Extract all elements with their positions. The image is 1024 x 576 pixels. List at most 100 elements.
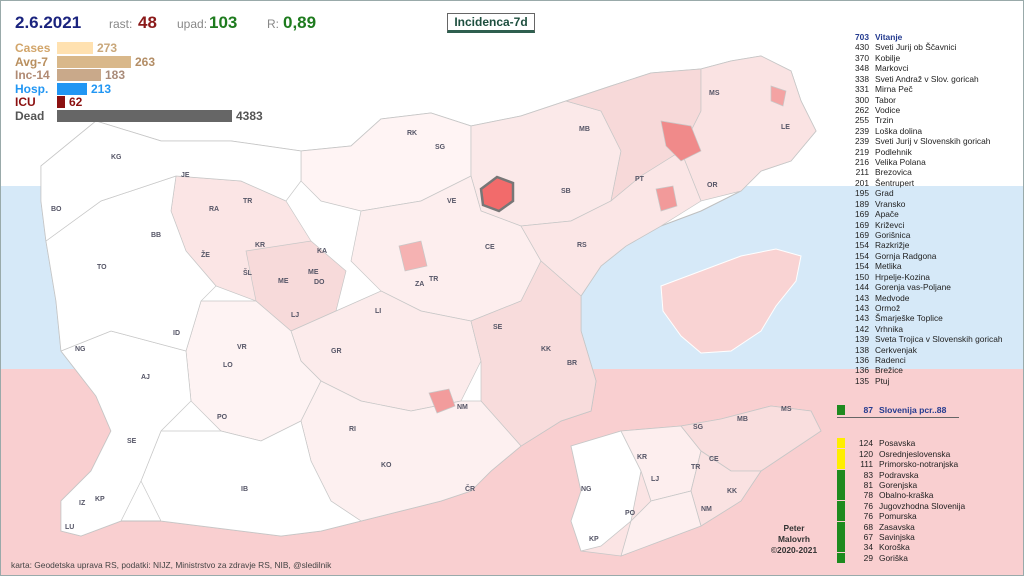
region-name: Primorsko-notranjska bbox=[879, 459, 959, 470]
ranking-row[interactable]: 150 Hrpelje-Kozina bbox=[849, 272, 930, 283]
region-label: MB bbox=[737, 416, 748, 423]
ranking-row[interactable]: 239 Loška dolina bbox=[849, 126, 922, 137]
ranking-name: Gorišnica bbox=[875, 229, 911, 240]
ranking-name: Brezovica bbox=[875, 167, 912, 178]
r-value: 0,89 bbox=[283, 13, 317, 32]
region-value: 76 bbox=[863, 511, 873, 522]
ranking-row[interactable]: 169 Apače bbox=[849, 209, 899, 220]
ranking-row[interactable]: 136 Radenci bbox=[849, 355, 906, 366]
city-label: ČR bbox=[465, 484, 475, 493]
region-row[interactable]: 76 Pomurska bbox=[837, 511, 917, 522]
region-row[interactable]: 29 Goriška bbox=[837, 552, 908, 564]
ranking-row[interactable]: 239 Sveti Jurij v Slovenskih goricah bbox=[849, 136, 990, 147]
ranking-row[interactable]: 189 Vransko bbox=[849, 199, 905, 210]
ranking-row[interactable]: 142 Vrhnika bbox=[849, 324, 903, 335]
ranking-row[interactable]: 216 Velika Polana bbox=[849, 157, 926, 168]
ranking-name: Apače bbox=[875, 209, 899, 220]
ranking-row[interactable]: 338 Sveti Andraž v Slov. goricah bbox=[849, 74, 979, 85]
region-name: Pomurska bbox=[879, 511, 917, 522]
region-label: PO bbox=[625, 510, 636, 517]
ranking-row[interactable]: 348 Markovci bbox=[849, 63, 909, 74]
municipality-region[interactable] bbox=[40, 120, 302, 242]
ranking-row[interactable]: 143 Šmarješke Toplice bbox=[849, 313, 943, 324]
ranking-row[interactable]: 135 Ptuj bbox=[849, 376, 889, 387]
municipality-sveti-jurij-ob-scavnici[interactable] bbox=[660, 120, 702, 162]
ranking-row[interactable]: 430 Sveti Jurij ob Ščavnici bbox=[849, 42, 956, 53]
slovenia-total-row: 87 Slovenija pcr..88 bbox=[837, 403, 959, 418]
ranking-name: Vodice bbox=[875, 104, 901, 115]
ranking-row[interactable]: 136 Brežice bbox=[849, 365, 903, 376]
map-title[interactable]: Incidenca-7d bbox=[447, 13, 535, 33]
inset-regions-map: SG MB MS KR CE LJ TR KK NG PO NM KP bbox=[570, 405, 822, 557]
region-row[interactable]: 124 Posavska bbox=[837, 438, 915, 449]
ranking-name: Medvode bbox=[875, 292, 910, 303]
ranking-value: 136 bbox=[855, 365, 869, 376]
city-label: LJ bbox=[291, 312, 299, 319]
ranking-row[interactable]: 169 Gorišnica bbox=[849, 230, 910, 241]
ranking-row[interactable]: 201 Šentrupert bbox=[849, 178, 914, 189]
city-label: OR bbox=[707, 182, 718, 189]
municipality-tabor[interactable] bbox=[398, 240, 428, 272]
region-row[interactable]: 34 Koroška bbox=[837, 542, 910, 553]
credits-line: Malovrh bbox=[777, 534, 811, 544]
upad-label: upad: bbox=[177, 17, 208, 31]
stat-bar bbox=[57, 68, 101, 81]
region-status-square bbox=[837, 542, 845, 553]
ranking-row[interactable]: 143 Medvode bbox=[849, 293, 909, 304]
region-status-square bbox=[837, 469, 845, 480]
ranking-row[interactable]: 211 Brezovica bbox=[849, 167, 912, 178]
region-name: Osrednjeslovenska bbox=[879, 448, 951, 459]
ranking-row[interactable]: 154 Gornja Radgona bbox=[849, 251, 936, 262]
ranking-name: Ormož bbox=[875, 302, 901, 313]
municipality-region[interactable] bbox=[140, 420, 362, 537]
municipality-region[interactable] bbox=[470, 260, 597, 447]
ranking-row[interactable]: 370 Kobilje bbox=[849, 53, 900, 64]
stat-bar bbox=[57, 41, 93, 54]
ranking-row[interactable]: 138 Cerkvenjak bbox=[849, 345, 917, 356]
ranking-row[interactable]: 169 Križevci bbox=[849, 220, 904, 231]
region-row[interactable]: 120 Osrednjeslovenska bbox=[837, 448, 950, 459]
region-row[interactable]: 81 Gorenjska bbox=[837, 479, 917, 491]
ranking-value: 189 bbox=[855, 198, 869, 209]
ranking-row[interactable]: 154 Metlika bbox=[849, 261, 902, 272]
region-row[interactable]: 78 Obalno-kraška bbox=[837, 490, 933, 501]
ranking-name: Sveti Jurij ob Ščavnici bbox=[875, 42, 957, 53]
ranking-row[interactable]: 255 Trzin bbox=[849, 115, 893, 126]
region-value: 29 bbox=[863, 552, 873, 563]
region-row[interactable]: 76 Jugovzhodna Slovenija bbox=[837, 500, 965, 512]
ranking-row[interactable]: 195 Grad bbox=[849, 188, 894, 199]
credits-line: ©2020-2021 bbox=[770, 545, 818, 555]
region-row[interactable]: 67 Savinjska bbox=[837, 532, 915, 543]
ranking-name: Sveti Andraž v Slov. goricah bbox=[875, 73, 979, 84]
ranking-value: 216 bbox=[855, 157, 869, 168]
ranking-value: 169 bbox=[855, 219, 869, 230]
municipality-markovci[interactable] bbox=[655, 185, 678, 212]
municipality-mirna-pec[interactable] bbox=[428, 388, 456, 414]
region-name: Koroška bbox=[879, 542, 910, 553]
region-row[interactable]: 68 Zasavska bbox=[837, 521, 915, 532]
ranking-name: Gorenja vas-Poljane bbox=[875, 282, 951, 293]
ranking-row[interactable]: 139 Sveta Trojica v Slovenskih goricah bbox=[849, 334, 1003, 345]
ranking-value: 138 bbox=[855, 344, 869, 355]
municipality-vitanje-highlight[interactable] bbox=[479, 175, 515, 213]
ranking-row[interactable]: 262 Vodice bbox=[849, 105, 900, 116]
region-row[interactable]: 83 Podravska bbox=[837, 469, 919, 480]
ranking-row[interactable]: 703 Vitanje bbox=[849, 32, 902, 43]
ranking-row[interactable]: 300 Tabor bbox=[849, 95, 896, 106]
region-name: Goriška bbox=[879, 552, 908, 563]
ranking-row[interactable]: 144 Gorenja vas-Poljane bbox=[849, 282, 951, 293]
ranking-row[interactable]: 331 Mirna Peč bbox=[849, 84, 913, 95]
municipality-region[interactable] bbox=[680, 55, 817, 202]
region-jugovzhodna[interactable] bbox=[620, 490, 702, 557]
ranking-name: Sveti Jurij v Slovenskih goricah bbox=[875, 136, 991, 147]
city-label: RK bbox=[407, 130, 417, 137]
slovenia-total-value: 87 bbox=[863, 405, 873, 415]
municipality-kobilje[interactable] bbox=[770, 85, 787, 107]
region-row[interactable]: 111 Primorsko-notranjska bbox=[837, 459, 958, 470]
ranking-row[interactable]: 154 Razkrižje bbox=[849, 240, 909, 251]
municipality-region[interactable] bbox=[60, 330, 192, 537]
ranking-value: 338 bbox=[855, 73, 869, 84]
stat-avg-7: Avg-7 263 bbox=[15, 55, 155, 69]
ranking-row[interactable]: 143 Ormož bbox=[849, 303, 900, 314]
ranking-row[interactable]: 219 Podlehnik bbox=[849, 147, 912, 158]
